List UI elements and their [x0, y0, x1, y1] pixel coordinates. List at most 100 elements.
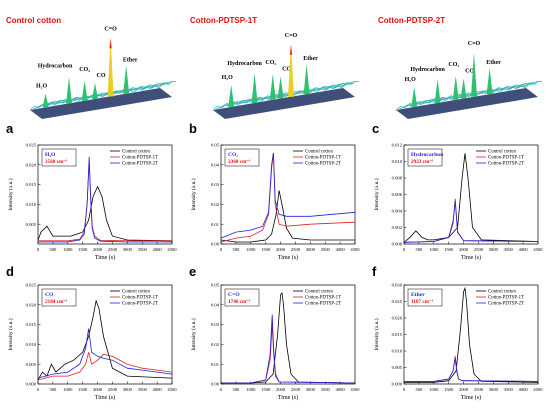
panel-letter-a: a [6, 121, 14, 136]
surface-ridge [228, 81, 359, 106]
annotation-species: Hydrocarbon [411, 152, 444, 158]
chart-co2: 0 500 1000 1500 2000 2500 3000 3500 4000 4500 0.00… [190, 143, 360, 261]
surface-peak [411, 86, 418, 107]
peak-label: C=O [285, 33, 298, 39]
x-tick-label: 1000 [246, 247, 256, 252]
peak-label: H₂O [222, 75, 233, 81]
series-line-3 [221, 314, 356, 384]
panel-letter-c: c [372, 121, 380, 136]
x-tick-label: 4000 [519, 387, 529, 392]
chart-co: 0 500 1000 1500 2000 2500 3000 3500 4000 4500 0.00… [7, 283, 177, 401]
y-tick-label: 0.02 [211, 342, 220, 347]
y-tick-label: 0.025 [26, 283, 37, 288]
y-tick-label: 0.012 [392, 143, 403, 148]
surface-plot-control: H₂O Hydrocarbon CO₂ CO C=O Ether [29, 26, 176, 119]
surface-base [213, 88, 355, 119]
legend-label-1: Control cotton [488, 150, 516, 155]
series-line-2 [403, 198, 539, 243]
x-tick-label: 4000 [519, 247, 529, 252]
x-tick-label: 0 [220, 387, 223, 392]
x-tick-label: 1000 [429, 387, 439, 392]
series-line-1 [221, 291, 356, 384]
x-tick-label: 4000 [153, 247, 163, 252]
chart-c-o: 0 500 1000 1500 2000 2500 3000 3500 4000 4500 0.00… [190, 283, 360, 401]
y-tick-label: 0.05 [211, 143, 220, 148]
x-tick-label: 4000 [336, 247, 346, 252]
series-line-2 [38, 160, 172, 242]
x-tick-label: 2500 [108, 247, 118, 252]
x-tick-label: 0 [403, 387, 406, 392]
x-axis-label: Time (s) [95, 394, 115, 401]
legend-label-1: Control cotton [122, 290, 150, 295]
peak-label: CO₂ [79, 67, 90, 73]
y-tick-label: 0.04 [211, 162, 220, 167]
annotation-wavenumber: 1107 cm⁻¹ [411, 299, 434, 305]
panel-letter-d: d [6, 264, 14, 279]
panel-letter-f: f [372, 264, 377, 279]
chart-hydrocarbon: 0 500 1000 1500 2000 2500 3000 3500 4000 4500 0.00… [373, 143, 543, 261]
y-axis-label: Intensity (a.u.) [373, 318, 380, 350]
peak-label: CO [282, 67, 291, 73]
peak-label: CO [97, 73, 106, 79]
surface-peak [434, 78, 441, 103]
peak-label: Hydrocarbon [227, 61, 262, 67]
surface-peak [269, 73, 276, 100]
x-tick-label: 0 [37, 247, 40, 252]
surface-plot-pdtsp-1t: H₂O Hydrocarbon CO₂ CO C=O Ether [212, 33, 359, 119]
x-tick-label: 3000 [306, 387, 316, 392]
y-tick-label: 0.025 [26, 143, 37, 148]
y-tick-label: 0.03 [211, 322, 220, 327]
y-tick-label: 0.02 [211, 202, 220, 207]
chart-ether: 0 500 1000 1500 2000 2500 3000 3500 4000 4500 0.00… [373, 283, 543, 401]
surface-peak [251, 72, 258, 103]
annotation-box [41, 288, 77, 307]
peak-label: C=O [468, 41, 481, 47]
x-tick-label: 4500 [167, 387, 177, 392]
x-tick-label: 4500 [533, 247, 543, 252]
surface-peak [288, 44, 294, 97]
peak-label: Hydrocarbon [410, 67, 445, 73]
peak-label: CO₂ [448, 62, 459, 68]
y-tick-label: 0.01 [211, 222, 220, 227]
legend-label-2: Cotton-PDTSP-1T [488, 296, 524, 301]
y-tick-label: 0.008 [392, 176, 403, 181]
y-axis-label: Intensity (a.u.) [373, 178, 380, 210]
legend-label-1: Control cotton [488, 290, 516, 295]
annotation-species: CO₂ [228, 152, 238, 158]
y-axis-label: Intensity (a.u.) [190, 318, 197, 350]
legend-label-3: Cotton-PDTSP-2T [305, 302, 341, 307]
x-tick-label: 2000 [276, 387, 286, 392]
x-tick-label: 2000 [276, 247, 286, 252]
x-tick-label: 4500 [350, 387, 360, 392]
series-line-3 [403, 201, 539, 243]
x-axis-label: Time (s) [461, 254, 481, 261]
x-tick-label: 3500 [504, 247, 514, 252]
surface-peak [460, 78, 467, 99]
legend-label-3: Cotton-PDTSP-2T [122, 162, 158, 167]
y-axis-label: Intensity (a.u.) [7, 178, 14, 210]
series-line-1 [220, 190, 355, 243]
y-tick-label: 0.005 [26, 362, 37, 367]
x-tick-label: 2000 [93, 247, 103, 252]
y-tick-label: 0.000 [392, 242, 403, 247]
chart-h2o: 0 500 1000 1500 2000 2500 3000 3500 4000 4500 0.00… [7, 143, 177, 261]
surface-base [396, 88, 538, 119]
series-line-3 [404, 358, 539, 382]
surface-peak [452, 75, 459, 100]
x-tick-label: 2000 [93, 387, 103, 392]
x-tick-label: 1500 [78, 387, 88, 392]
y-tick-label: 0.020 [392, 316, 403, 321]
x-tick-label: 1000 [63, 247, 73, 252]
y-tick-label: 0.04 [211, 302, 220, 307]
y-tick-label: 0.010 [392, 349, 403, 354]
x-tick-label: 4000 [336, 387, 346, 392]
x-tick-label: 4000 [153, 387, 163, 392]
x-tick-label: 1500 [261, 247, 271, 252]
y-tick-label: 0.000 [392, 382, 403, 387]
annotation-box [224, 288, 260, 307]
y-tick-label: 0.05 [211, 283, 220, 288]
x-axis-label: Time (s) [278, 394, 298, 401]
panel-letter-b: b [189, 121, 197, 136]
peak-label: Ether [486, 60, 501, 66]
